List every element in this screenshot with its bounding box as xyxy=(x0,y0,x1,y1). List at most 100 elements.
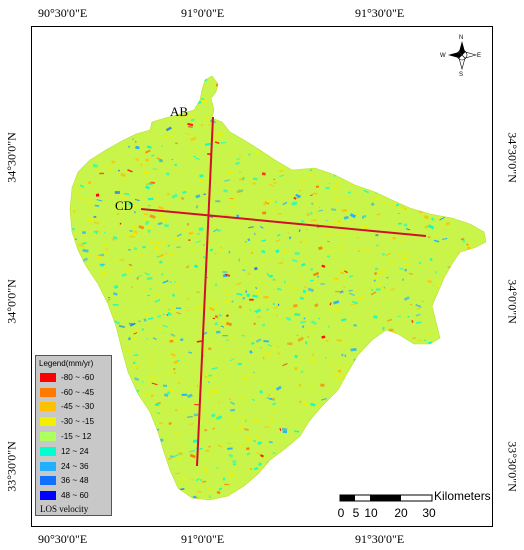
texture-speck xyxy=(430,81,437,85)
texture-speck xyxy=(394,82,400,86)
texture-speck xyxy=(246,127,253,131)
legend-title: Legend(mm/yr) xyxy=(39,359,94,368)
texture-speck xyxy=(458,270,465,275)
texture-speck xyxy=(333,467,340,471)
coord-bottom-3: 91°30'0"E xyxy=(355,532,405,546)
texture-speck xyxy=(190,478,194,481)
texture-speck xyxy=(208,306,215,312)
texture-speck xyxy=(434,441,438,443)
texture-speck xyxy=(447,309,454,313)
texture-speck xyxy=(245,442,248,444)
texture-speck xyxy=(255,289,262,294)
texture-speck xyxy=(167,457,173,461)
texture-speck xyxy=(77,79,80,83)
texture-speck xyxy=(376,244,379,247)
texture-speck xyxy=(198,447,203,451)
texture-speck xyxy=(319,474,324,478)
texture-speck xyxy=(400,379,407,383)
texture-speck xyxy=(409,273,413,275)
texture-speck xyxy=(278,213,282,215)
texture-speck xyxy=(195,307,197,311)
texture-speck xyxy=(116,407,119,410)
texture-speck xyxy=(319,350,323,353)
texture-speck xyxy=(384,345,388,349)
texture-speck xyxy=(433,384,440,389)
texture-speck xyxy=(310,358,316,363)
texture-speck xyxy=(286,101,293,106)
texture-speck xyxy=(77,153,81,157)
texture-speck xyxy=(356,484,361,487)
texture-speck xyxy=(339,471,342,475)
texture-speck xyxy=(152,168,158,171)
texture-speck xyxy=(421,357,428,361)
texture-speck xyxy=(171,135,175,139)
texture-speck xyxy=(429,257,433,262)
texture-speck xyxy=(444,79,450,82)
texture-speck xyxy=(189,114,194,118)
texture-speck xyxy=(466,142,472,146)
texture-speck xyxy=(387,93,392,98)
texture-speck xyxy=(214,322,218,326)
texture-speck xyxy=(389,175,394,179)
texture-speck xyxy=(426,489,433,491)
texture-speck xyxy=(146,145,152,149)
texture-speck xyxy=(438,359,442,362)
texture-speck xyxy=(335,181,339,185)
texture-speck xyxy=(387,366,393,371)
texture-speck xyxy=(182,190,187,194)
texture-speck xyxy=(124,193,129,195)
texture-speck xyxy=(126,234,130,237)
texture-speck xyxy=(243,116,248,120)
texture-speck xyxy=(304,286,307,289)
coord-bottom-1: 90°30'0"E xyxy=(38,532,88,546)
texture-speck xyxy=(396,463,402,466)
profile-label-ab: AB xyxy=(170,104,188,119)
texture-speck xyxy=(256,316,262,318)
texture-speck xyxy=(272,461,275,463)
texture-speck xyxy=(272,346,278,351)
texture-speck xyxy=(363,454,366,457)
texture-speck xyxy=(413,156,418,161)
texture-speck xyxy=(260,346,263,349)
legend-item: 24 ~ 36 xyxy=(36,459,111,474)
texture-speck xyxy=(403,405,407,409)
texture-speck xyxy=(81,191,86,195)
texture-speck xyxy=(244,419,247,423)
texture-speck xyxy=(293,79,298,82)
texture-speck xyxy=(427,332,433,336)
texture-speck xyxy=(112,325,114,328)
texture-speck xyxy=(189,147,192,150)
texture-speck xyxy=(119,156,123,158)
texture-speck xyxy=(417,340,423,342)
texture-speck xyxy=(254,418,260,422)
texture-speck xyxy=(258,462,262,467)
texture-speck xyxy=(439,460,445,465)
texture-speck xyxy=(125,439,131,442)
texture-speck xyxy=(362,167,368,170)
texture-speck xyxy=(263,295,269,299)
texture-speck xyxy=(311,439,314,442)
texture-speck xyxy=(214,283,218,287)
texture-speck xyxy=(264,426,269,428)
texture-speck xyxy=(479,338,484,341)
texture-speck xyxy=(406,120,413,125)
texture-speck xyxy=(430,128,433,132)
texture-speck xyxy=(310,174,313,177)
texture-speck xyxy=(186,298,191,300)
texture-speck xyxy=(362,144,364,146)
texture-speck xyxy=(162,351,165,354)
texture-speck xyxy=(144,443,147,446)
texture-speck xyxy=(337,369,342,373)
texture-speck xyxy=(267,393,271,397)
texture-speck xyxy=(423,87,430,92)
texture-speck xyxy=(185,132,191,136)
texture-speck xyxy=(463,181,467,185)
texture-speck xyxy=(455,325,461,329)
texture-speck xyxy=(456,181,461,186)
texture-speck xyxy=(186,223,190,226)
texture-speck xyxy=(303,317,306,320)
texture-speck xyxy=(383,335,386,338)
texture-speck xyxy=(412,369,418,374)
texture-speck xyxy=(352,419,360,424)
texture-speck xyxy=(376,269,381,274)
